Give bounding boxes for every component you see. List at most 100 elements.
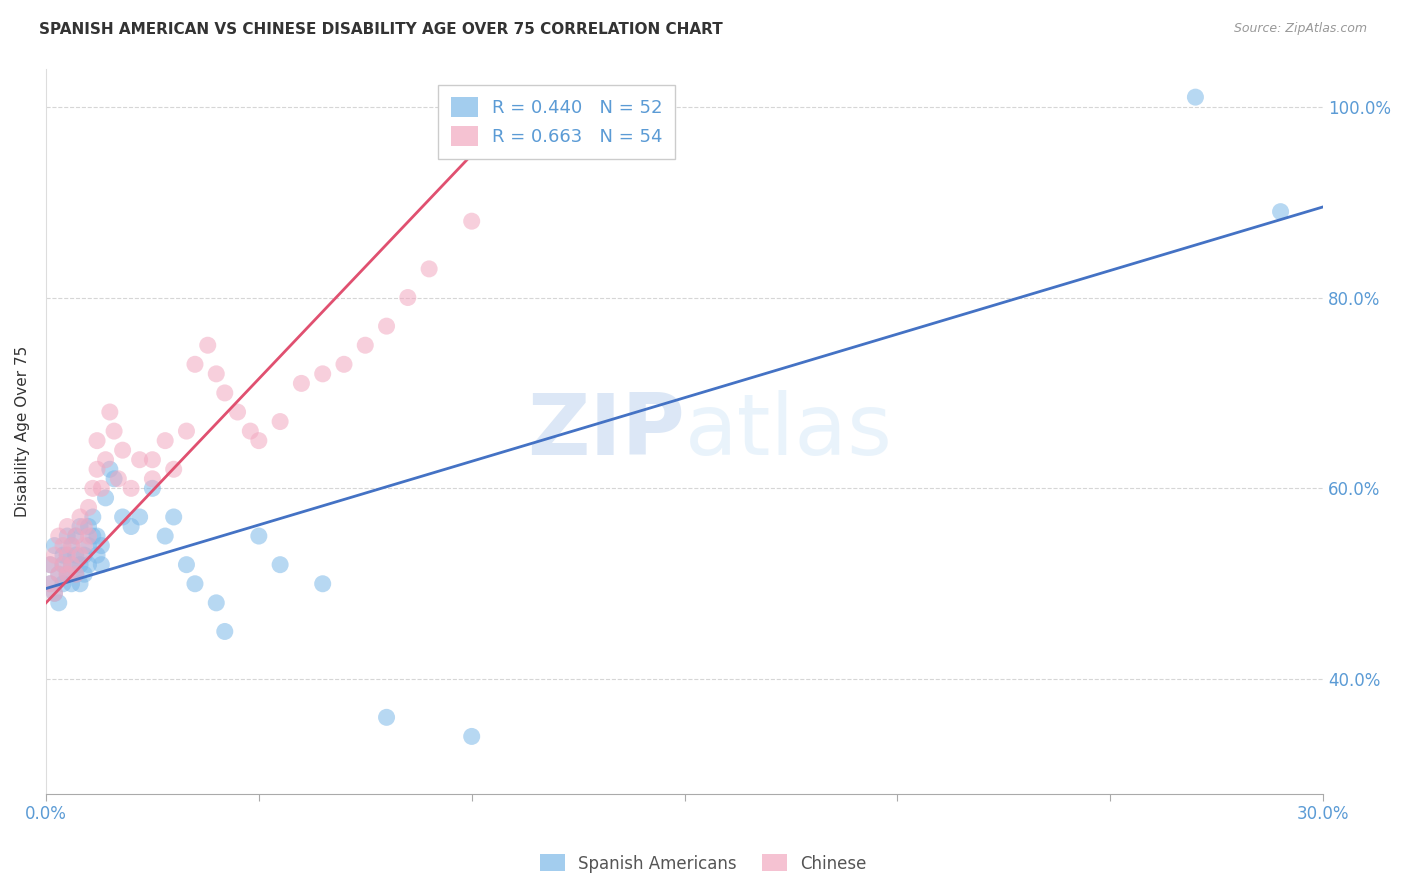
Point	[1184, 90, 1206, 104]
Point	[86, 529, 108, 543]
Point	[52, 558, 75, 572]
Point	[77, 539, 100, 553]
Point	[333, 357, 356, 371]
Point	[52, 558, 75, 572]
Point	[269, 558, 291, 572]
Point	[163, 462, 186, 476]
Legend: Spanish Americans, Chinese: Spanish Americans, Chinese	[533, 847, 873, 880]
Point	[120, 519, 142, 533]
Point	[65, 567, 87, 582]
Point	[44, 548, 66, 562]
Point	[82, 510, 104, 524]
Point	[44, 539, 66, 553]
Point	[48, 529, 70, 543]
Point	[184, 576, 207, 591]
Point	[269, 415, 291, 429]
Point	[60, 539, 83, 553]
Point	[39, 576, 62, 591]
Point	[52, 576, 75, 591]
Y-axis label: Disability Age Over 75: Disability Age Over 75	[15, 345, 30, 516]
Point	[39, 576, 62, 591]
Point	[86, 434, 108, 448]
Point	[73, 519, 96, 533]
Point	[82, 529, 104, 543]
Point	[103, 424, 125, 438]
Point	[56, 567, 79, 582]
Point	[56, 548, 79, 562]
Point	[56, 529, 79, 543]
Point	[69, 548, 91, 562]
Point	[56, 519, 79, 533]
Point	[226, 405, 249, 419]
Point	[48, 596, 70, 610]
Text: ZIP: ZIP	[527, 390, 685, 473]
Point	[77, 558, 100, 572]
Point	[128, 452, 150, 467]
Legend: R = 0.440   N = 52, R = 0.663   N = 54: R = 0.440 N = 52, R = 0.663 N = 54	[439, 85, 675, 159]
Point	[176, 424, 198, 438]
Point	[73, 548, 96, 562]
Point	[197, 338, 219, 352]
Point	[44, 586, 66, 600]
Point	[524, 90, 547, 104]
Point	[94, 491, 117, 505]
Point	[65, 567, 87, 582]
Point	[111, 443, 134, 458]
Point	[86, 462, 108, 476]
Point	[69, 576, 91, 591]
Point	[60, 576, 83, 591]
Point	[90, 481, 112, 495]
Point	[98, 405, 121, 419]
Point	[60, 558, 83, 572]
Point	[39, 558, 62, 572]
Point	[56, 548, 79, 562]
Point	[418, 261, 440, 276]
Point	[141, 472, 163, 486]
Point	[86, 548, 108, 562]
Point	[120, 481, 142, 495]
Point	[205, 367, 228, 381]
Point	[103, 472, 125, 486]
Point	[153, 529, 176, 543]
Point	[141, 452, 163, 467]
Point	[1270, 204, 1292, 219]
Point	[163, 510, 186, 524]
Point	[73, 539, 96, 553]
Point	[312, 367, 335, 381]
Point	[205, 596, 228, 610]
Point	[52, 539, 75, 553]
Point	[52, 548, 75, 562]
Point	[69, 519, 91, 533]
Point	[128, 510, 150, 524]
Point	[77, 519, 100, 533]
Point	[460, 214, 482, 228]
Point	[247, 434, 270, 448]
Point	[94, 452, 117, 467]
Point	[98, 462, 121, 476]
Point	[396, 291, 419, 305]
Point	[56, 567, 79, 582]
Point	[65, 529, 87, 543]
Point	[141, 481, 163, 495]
Point	[214, 624, 236, 639]
Point	[153, 434, 176, 448]
Point	[60, 558, 83, 572]
Point	[375, 710, 398, 724]
Point	[44, 586, 66, 600]
Point	[312, 576, 335, 591]
Point	[60, 539, 83, 553]
Point	[69, 510, 91, 524]
Point	[82, 481, 104, 495]
Text: Source: ZipAtlas.com: Source: ZipAtlas.com	[1233, 22, 1367, 36]
Point	[247, 529, 270, 543]
Point	[65, 529, 87, 543]
Text: atlas: atlas	[685, 390, 893, 473]
Point	[107, 472, 129, 486]
Point	[90, 539, 112, 553]
Point	[214, 386, 236, 401]
Point	[69, 558, 91, 572]
Point	[90, 558, 112, 572]
Text: SPANISH AMERICAN VS CHINESE DISABILITY AGE OVER 75 CORRELATION CHART: SPANISH AMERICAN VS CHINESE DISABILITY A…	[39, 22, 723, 37]
Point	[375, 319, 398, 334]
Point	[39, 558, 62, 572]
